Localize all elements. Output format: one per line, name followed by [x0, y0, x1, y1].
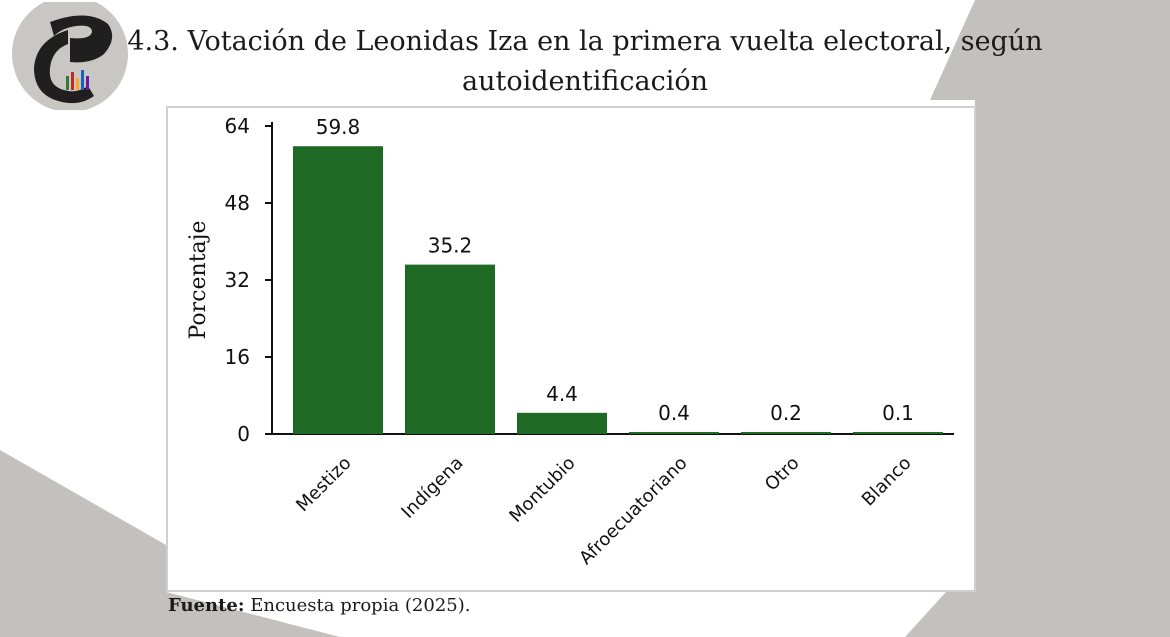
data-label: 59.8 [316, 115, 361, 139]
y-tick-label: 16 [225, 345, 250, 369]
x-tick-label: Indígena [397, 453, 467, 523]
chart-title-line-1: 4.3. Votación de Leonidas Iza en la prim… [127, 26, 1043, 57]
bar-chart: 0 16 32 48 64 Porcentaje 59.8 Mestizo 35.2 Indíge… [186, 114, 954, 569]
x-tick-label: Otro [761, 453, 804, 496]
data-label: 0.4 [658, 401, 690, 425]
bar-montubio [517, 412, 607, 434]
y-tick-label: 48 [225, 191, 250, 215]
brand-logo-icon [12, 2, 128, 110]
chart-title-line-2: autoidentificación [462, 66, 708, 97]
data-label: 4.4 [546, 382, 578, 406]
y-tick-label: 64 [225, 114, 250, 138]
x-tick-label: Montubio [505, 453, 579, 527]
bar-mestizo [293, 146, 383, 434]
x-tick-label: Mestizo [292, 453, 355, 516]
background-gray-shape-right [905, 0, 1170, 637]
y-axis-label: Porcentaje [186, 221, 211, 340]
data-label: 0.1 [882, 401, 914, 425]
bar-indígena [405, 264, 495, 434]
x-tick-label: Afroecuatoriano [575, 453, 691, 569]
background-gray-shape-left [0, 450, 340, 637]
y-tick-label: 32 [225, 268, 250, 292]
bar-blanco [853, 432, 943, 434]
bar-otro [741, 432, 831, 434]
data-label: 0.2 [770, 401, 802, 425]
chart-title: 4.3. Votación de Leonidas Iza en la prim… [120, 22, 1050, 102]
chart-container: 0 16 32 48 64 Porcentaje 59.8 Mestizo 35.2 Indíge… [166, 106, 976, 592]
x-tick-label: Blanco [858, 453, 916, 511]
y-tick-label: 0 [237, 422, 250, 446]
source-note: Fuente: Encuesta propia (2025). [168, 595, 471, 616]
bar-afroecuatoriano [629, 432, 719, 434]
source-text: Encuesta propia (2025). [250, 595, 471, 616]
data-label: 35.2 [428, 234, 473, 258]
source-label: Fuente: [168, 595, 245, 616]
